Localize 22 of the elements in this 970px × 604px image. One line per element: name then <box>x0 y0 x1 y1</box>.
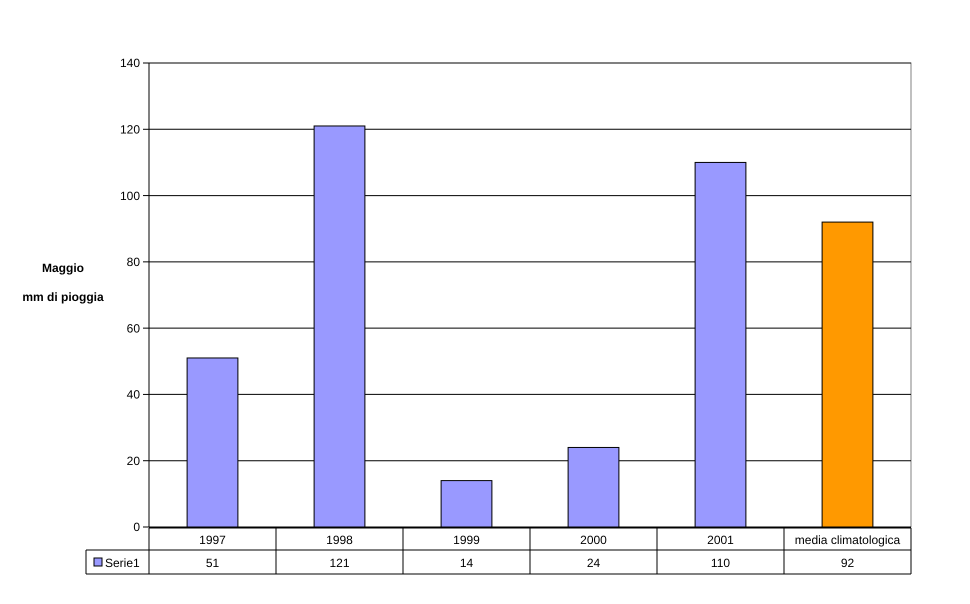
text: Maggio mm di pioggia <box>22 261 104 304</box>
x-tick-label: media climatologica <box>794 533 901 547</box>
y-tick-label: 60 <box>126 321 140 336</box>
data-label: 14 <box>460 556 474 570</box>
y-tick-label: 80 <box>126 255 140 270</box>
data-label: 121 <box>329 556 350 570</box>
x-tick-label: 2000 <box>580 533 608 547</box>
data-label: 110 <box>710 556 730 570</box>
data-label: 51 <box>206 556 220 570</box>
y-tick-label: 40 <box>126 388 140 402</box>
x-tick-label: 1998 <box>326 533 354 547</box>
x-tick-label: 2001 <box>707 533 734 547</box>
data-label: 24 <box>586 556 600 570</box>
y-tick-label: 0 <box>133 520 140 534</box>
x-tick-label: 1997 <box>199 533 226 547</box>
x-tick-label: 1999 <box>453 533 480 547</box>
y-tick-label: 20 <box>126 454 140 468</box>
y-tick-label: 120 <box>120 122 140 136</box>
data-label: 92 <box>840 556 854 570</box>
legend-label: Serie1 <box>105 556 140 570</box>
y-tick-label: 100 <box>120 188 140 203</box>
y-tick-label: 140 <box>120 56 140 70</box>
